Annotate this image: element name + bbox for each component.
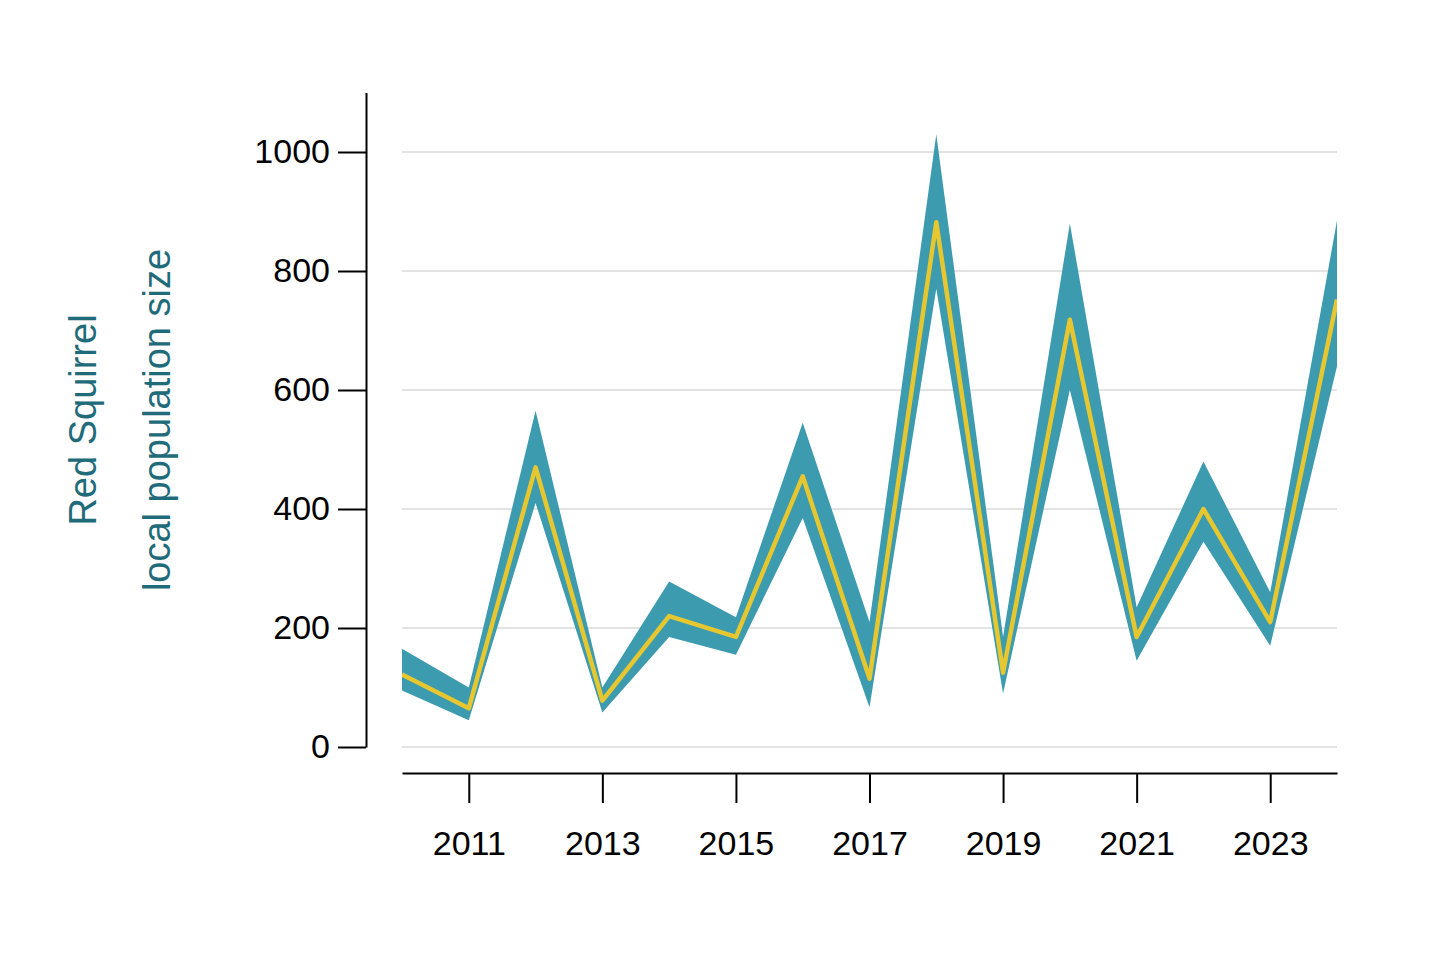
- y-tick-label: 600: [273, 370, 330, 408]
- x-tick: 2013: [565, 773, 641, 862]
- y-tick-mark: [338, 628, 366, 630]
- x-tick: 2021: [1099, 773, 1175, 862]
- y-tick: 0: [311, 727, 366, 765]
- y-tick-label: 800: [273, 251, 330, 289]
- plot-area: [402, 134, 1337, 720]
- y-axis: 0 200 400 600 800 1000: [254, 93, 366, 765]
- x-tick: 2017: [832, 773, 908, 862]
- x-tick-label: 2021: [1099, 824, 1175, 862]
- y-tick-mark: [338, 509, 366, 511]
- y-tick-mark: [338, 747, 366, 749]
- chart: 0 200 400 600 800 1000 2011 2013 2015 2017 2019 202…: [0, 0, 1440, 960]
- x-tick-mark: [468, 773, 470, 803]
- y-tick: 400: [273, 489, 366, 527]
- y-axis-title: Red Squirrel: [62, 314, 104, 525]
- y-axis-line: [366, 93, 368, 748]
- grid-line: [402, 389, 1337, 391]
- grid-line: [402, 270, 1337, 272]
- x-tick: 2019: [966, 773, 1042, 862]
- y-tick-mark: [338, 152, 366, 154]
- x-tick-label: 2019: [966, 824, 1042, 862]
- x-tick-label: 2023: [1233, 824, 1309, 862]
- x-axis: 2011 2013 2015 2017 2019 2021 2023: [403, 773, 1338, 862]
- y-tick: 600: [273, 370, 366, 408]
- y-tick: 1000: [254, 132, 366, 170]
- x-tick-mark: [1003, 773, 1005, 803]
- y-tick: 200: [273, 608, 366, 646]
- grid-line: [402, 746, 1337, 748]
- estimate-line: [402, 222, 1337, 708]
- x-tick-label: 2013: [565, 824, 641, 862]
- x-tick-mark: [1136, 773, 1138, 803]
- y-tick-label: 1000: [254, 132, 330, 170]
- y-tick: 800: [273, 251, 366, 289]
- y-tick-label: 200: [273, 608, 330, 646]
- x-tick: 2023: [1233, 773, 1309, 862]
- x-tick-label: 2011: [433, 824, 506, 862]
- y-tick-mark: [338, 390, 366, 392]
- x-tick-mark: [869, 773, 871, 803]
- y-tick-label: 400: [273, 489, 330, 527]
- confidence-band: [402, 134, 1337, 720]
- grid-line: [402, 151, 1337, 153]
- y-tick-label: 0: [311, 727, 330, 765]
- x-tick-mark: [602, 773, 604, 803]
- x-tick-mark: [1270, 773, 1272, 803]
- x-tick: 2011: [433, 773, 506, 862]
- y-axis-title: local population size: [136, 249, 178, 591]
- x-tick-mark: [735, 773, 737, 803]
- x-tick: 2015: [699, 773, 775, 862]
- x-tick-label: 2017: [832, 824, 908, 862]
- x-tick-label: 2015: [699, 824, 775, 862]
- y-tick-mark: [338, 271, 366, 273]
